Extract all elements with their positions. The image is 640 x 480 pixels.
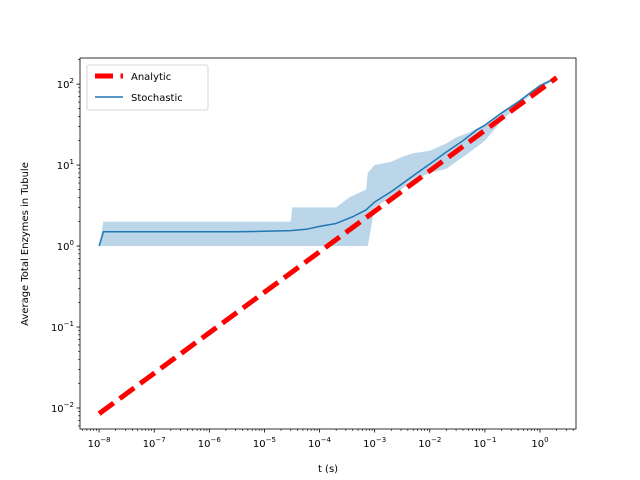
- x-tick-label: 100: [531, 436, 548, 450]
- y-tick-exponent: −1: [64, 320, 74, 328]
- axes-frame: [79, 57, 577, 430]
- x-tick-exponent: −7: [155, 436, 165, 444]
- plot-content: [97, 75, 559, 416]
- x-tick-exponent: −5: [266, 436, 276, 444]
- x-tick-label: 10−3: [363, 436, 386, 450]
- y-tick-label: 10−1: [51, 320, 74, 334]
- y-tick-label: 100: [57, 239, 74, 253]
- x-tick-exponent: −3: [376, 436, 386, 444]
- y-tick-exponent: 0: [70, 239, 74, 247]
- x-tick-base: 10: [253, 439, 266, 450]
- y-tick-base: 10: [57, 242, 70, 253]
- series-stochastic-line: [98, 77, 557, 247]
- x-tick-base: 10: [473, 439, 486, 450]
- legend-box: [86, 64, 209, 111]
- y-tick-base: 10: [51, 323, 64, 334]
- legend-label-analytic: Analytic: [131, 72, 171, 83]
- x-tick-label: 10−1: [473, 436, 496, 450]
- x-tick-exponent: 0: [544, 436, 548, 444]
- x-tick-label: 10−6: [198, 436, 222, 450]
- y-tick-base: 10: [57, 161, 70, 172]
- plot-area: [97, 75, 559, 416]
- axes: 10−8 10−7 10−6 10−5 10−4 10−3 10−2 10−1 10010−21…: [51, 57, 577, 450]
- x-tick-label: 10−2: [418, 436, 441, 450]
- x-tick-base: 10: [198, 439, 211, 450]
- stochastic-range-band: [99, 76, 557, 247]
- x-tick-exponent: −8: [100, 436, 110, 444]
- legend-label-stochastic: Stochastic: [131, 93, 183, 104]
- x-tick-base: 10: [88, 439, 101, 450]
- x-tick-base: 10: [363, 439, 376, 450]
- x-tick-base: 10: [143, 439, 156, 450]
- y-axis-label: Average Total Enzymes in Tubule: [20, 162, 31, 326]
- x-tick-label: 10−8: [88, 436, 111, 450]
- y-tick-label: 101: [57, 158, 74, 172]
- y-tick-base: 10: [51, 404, 64, 415]
- x-axis-label: t (s): [318, 464, 338, 475]
- x-tick-label: 10−5: [253, 436, 276, 450]
- y-tick-label: 10−2: [51, 401, 74, 415]
- x-tick-exponent: −1: [486, 436, 496, 444]
- y-tick-label: 102: [57, 77, 74, 91]
- x-tick-base: 10: [418, 439, 431, 450]
- x-tick-label: 10−4: [308, 436, 332, 450]
- series-analytic-line: [97, 75, 559, 416]
- x-tick-base: 10: [531, 439, 544, 450]
- x-tick-exponent: −6: [211, 436, 222, 444]
- x-tick-exponent: −2: [431, 436, 441, 444]
- y-tick-exponent: 2: [70, 77, 74, 85]
- legend: Analytic Stochastic: [86, 64, 209, 111]
- x-tick-label: 10−7: [143, 436, 166, 450]
- y-tick-exponent: 1: [70, 158, 74, 166]
- x-tick-exponent: −4: [321, 436, 332, 444]
- y-tick-exponent: −2: [64, 401, 74, 409]
- y-tick-base: 10: [57, 80, 70, 91]
- x-tick-base: 10: [308, 439, 321, 450]
